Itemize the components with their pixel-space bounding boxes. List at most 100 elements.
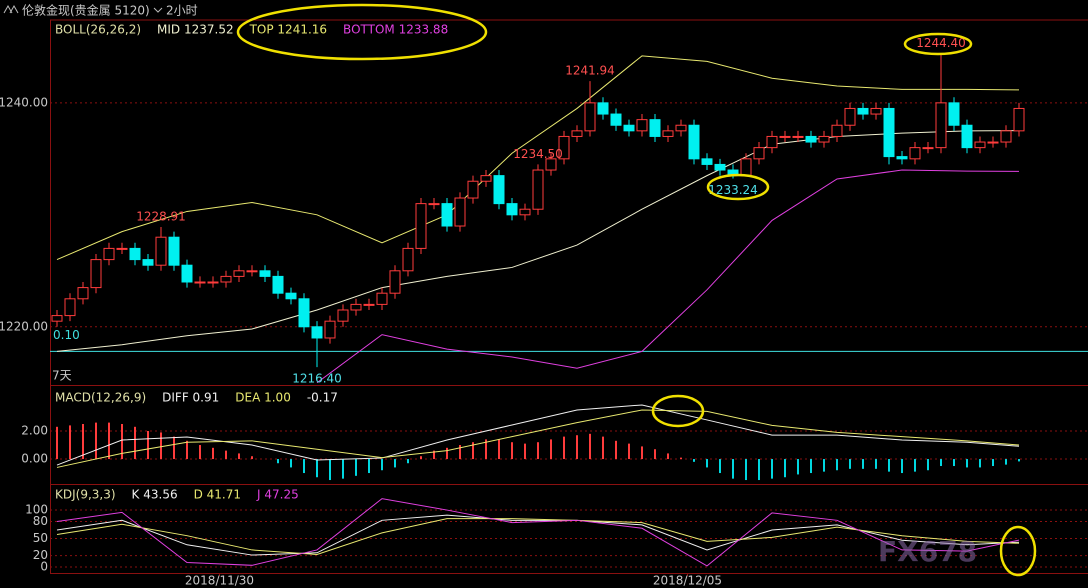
price-annotation: 1244.40 bbox=[916, 36, 966, 50]
instrument-title[interactable]: 伦敦金现(贵金属 5120) bbox=[22, 3, 150, 18]
y-tick-label: 100 bbox=[25, 503, 48, 517]
candle-body bbox=[545, 158, 557, 171]
legend-entry: J 47.25 bbox=[256, 488, 299, 502]
toolbar-icons bbox=[3, 4, 163, 14]
period[interactable]: 2小时 bbox=[166, 4, 198, 18]
candle-body bbox=[90, 259, 102, 289]
candle-body bbox=[181, 264, 193, 283]
candle-body bbox=[844, 107, 856, 126]
y-tick-label: 0.00 bbox=[21, 452, 48, 466]
candle-body bbox=[662, 130, 674, 137]
candle-body bbox=[532, 169, 544, 210]
price-annotation: 1241.94 bbox=[565, 64, 615, 78]
candle-body bbox=[896, 156, 908, 160]
indicator-line bbox=[56, 518, 1020, 555]
highlight-ellipse bbox=[903, 32, 973, 56]
candle-body bbox=[779, 135, 791, 138]
candle-body bbox=[129, 247, 141, 261]
level-label: 0.10 bbox=[53, 328, 80, 342]
candle-body bbox=[363, 303, 375, 306]
candle-body bbox=[792, 135, 804, 138]
candle-body bbox=[337, 309, 349, 322]
dropdown-icon[interactable] bbox=[153, 7, 163, 13]
candle-body bbox=[753, 147, 765, 160]
candle-body bbox=[402, 247, 414, 272]
candle-body bbox=[233, 270, 245, 277]
candle-body bbox=[935, 102, 947, 149]
candle-body bbox=[298, 298, 310, 328]
candle-body bbox=[285, 292, 297, 300]
candle-body bbox=[272, 275, 284, 294]
highlight-ellipses bbox=[236, 3, 1037, 577]
y-tick-label: 1220.00 bbox=[0, 319, 48, 333]
candle-body bbox=[493, 175, 505, 205]
indicator-title: MACD(12,26,9) bbox=[55, 391, 146, 405]
highlight-ellipse bbox=[236, 3, 488, 61]
candle-body bbox=[857, 107, 869, 115]
x-tick-label: 2018/11/30 bbox=[185, 574, 254, 588]
price-annotation: 1228.91 bbox=[136, 210, 186, 224]
candle-body bbox=[558, 135, 570, 160]
candle-body bbox=[519, 208, 531, 216]
highlight-ellipse bbox=[706, 173, 770, 201]
range-label: 7天 bbox=[52, 369, 72, 383]
highlight-ellipse bbox=[999, 525, 1037, 577]
y-tick-label: 50 bbox=[33, 531, 48, 545]
y-tick-label: 1240.00 bbox=[0, 95, 48, 109]
candle-body bbox=[610, 113, 622, 126]
y-tick-label: 0 bbox=[40, 560, 48, 574]
watermark: FX678 bbox=[878, 535, 977, 568]
candle-body bbox=[701, 158, 713, 165]
legend-entry: DEA 1.00 bbox=[235, 391, 291, 405]
candle-body bbox=[506, 203, 518, 216]
candle-body bbox=[324, 320, 336, 339]
candle-body bbox=[818, 135, 830, 143]
y-tick-label: 2.00 bbox=[21, 424, 48, 438]
candle-body bbox=[480, 175, 492, 182]
legend-entry: MID 1237.52 bbox=[157, 23, 234, 37]
candle-body bbox=[415, 203, 427, 249]
candle-body bbox=[1000, 130, 1012, 143]
candle-body bbox=[441, 203, 453, 227]
candle-body bbox=[77, 287, 89, 300]
price-annotation: 1234.50 bbox=[513, 147, 563, 161]
candle-body bbox=[103, 247, 115, 261]
candle-body bbox=[467, 180, 479, 199]
candle-body bbox=[311, 326, 323, 339]
indicator-title: KDJ(9,3,3) bbox=[55, 488, 116, 502]
indicator-line bbox=[56, 55, 1020, 261]
candle-body bbox=[909, 147, 921, 160]
legend-entry: TOP 1241.16 bbox=[249, 23, 327, 37]
y-tick-label: 80 bbox=[33, 514, 48, 528]
candle-body bbox=[623, 124, 635, 132]
legend-entry: DIFF 0.91 bbox=[162, 391, 219, 405]
candle-body bbox=[389, 270, 401, 294]
candle-body bbox=[168, 236, 180, 266]
candle-body bbox=[974, 141, 986, 149]
indicator-line bbox=[56, 130, 1020, 352]
candle-body bbox=[714, 163, 726, 171]
indicator-title: BOLL(26,26,2) bbox=[55, 23, 141, 37]
legend-entry: K 43.56 bbox=[132, 488, 178, 502]
candle-body bbox=[376, 292, 388, 305]
candle-body bbox=[961, 124, 973, 149]
candle-body bbox=[831, 124, 843, 137]
indicator-line bbox=[316, 169, 1020, 384]
candle-body bbox=[883, 107, 895, 158]
plot: 1220.00 1240.00 BOLL(26,26,2) 0.10 1228.91 12… bbox=[0, 23, 1088, 588]
candle-body bbox=[922, 147, 934, 150]
candle-body bbox=[51, 315, 63, 322]
candle-body bbox=[428, 203, 440, 206]
toolbar-icon[interactable] bbox=[3, 4, 19, 14]
candle-body bbox=[805, 135, 817, 143]
indicator-line bbox=[56, 514, 1020, 556]
candle-body bbox=[584, 102, 596, 132]
candle-body bbox=[649, 119, 661, 137]
candle-body bbox=[870, 107, 882, 115]
candle-body bbox=[350, 303, 362, 311]
price-annotation: 1233.24 bbox=[708, 183, 758, 197]
candle-body bbox=[246, 270, 258, 273]
candle-body bbox=[1013, 107, 1025, 132]
